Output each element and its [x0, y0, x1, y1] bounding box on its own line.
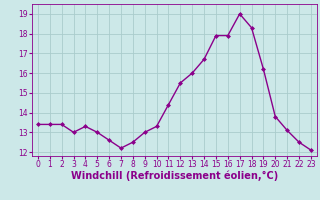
- X-axis label: Windchill (Refroidissement éolien,°C): Windchill (Refroidissement éolien,°C): [71, 171, 278, 181]
